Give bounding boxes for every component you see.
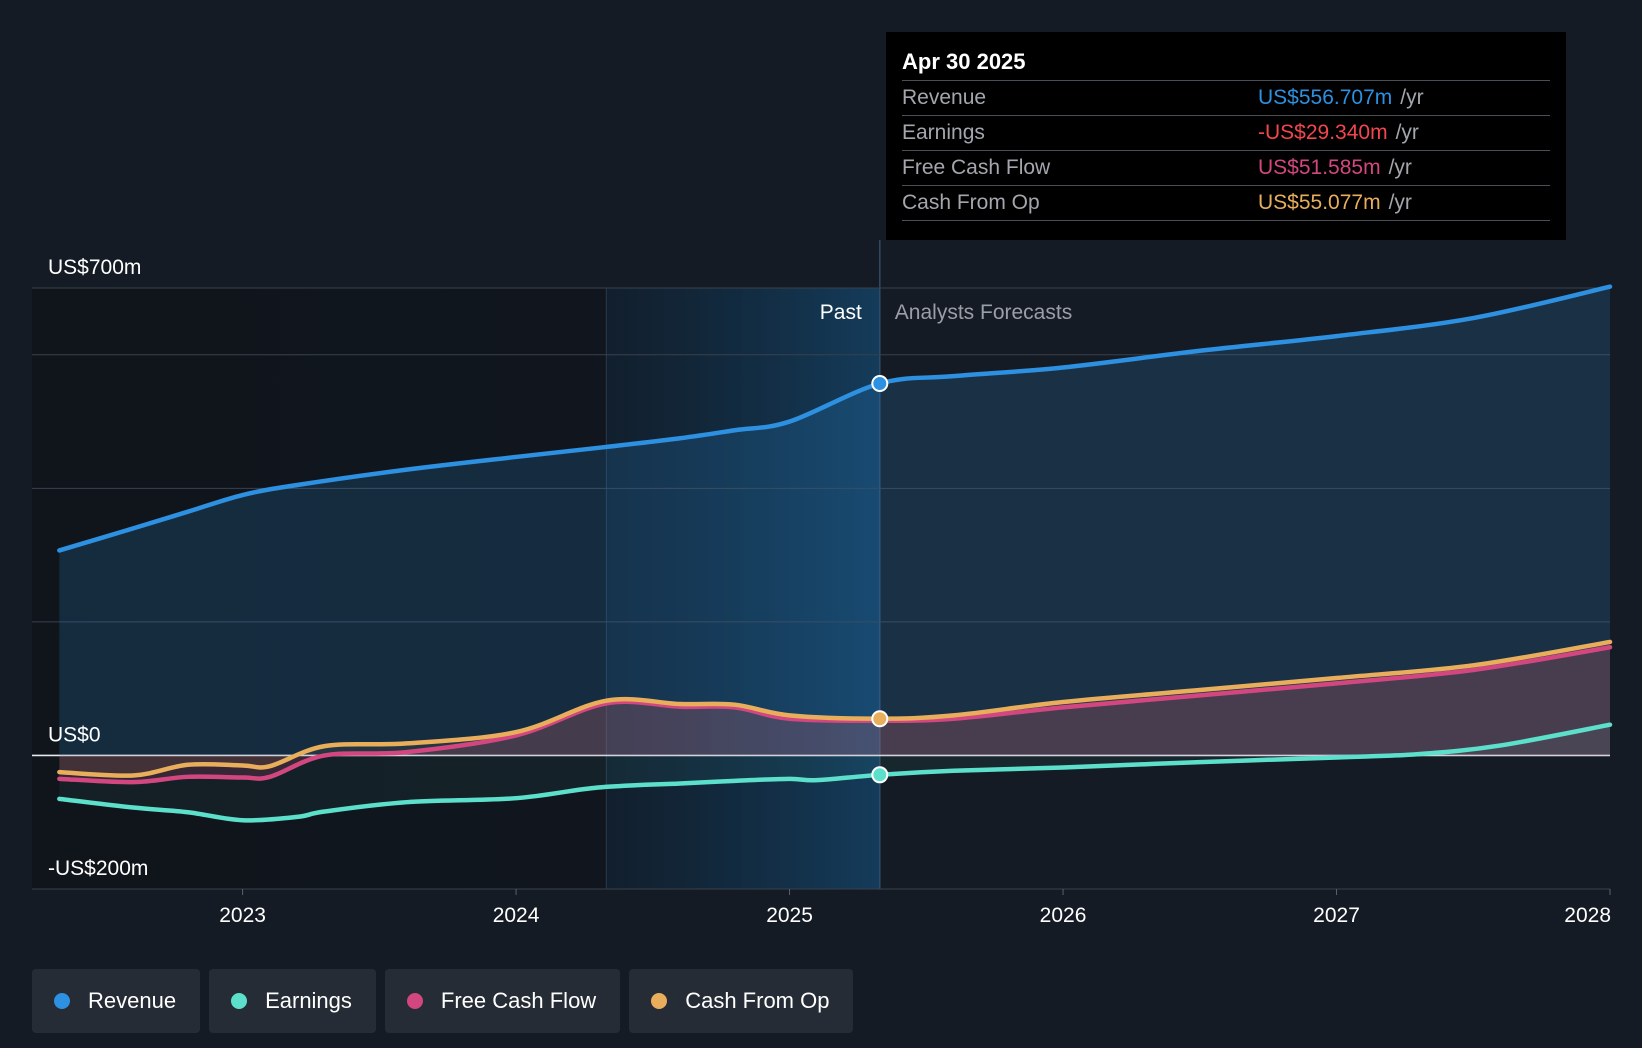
y-tick-label: US$0 (48, 723, 101, 746)
tooltip-unit: /yr (1388, 191, 1412, 214)
free-cash-flow-dot-icon (406, 993, 423, 1009)
revenue-area (59, 286, 1610, 756)
x-tick-label: 2023 (219, 904, 266, 927)
tooltip-row-revenue: Revenue US$556.707m /yr (902, 80, 1550, 115)
tooltip-value: US$55.077m (1258, 191, 1381, 214)
y-tick-label: -US$200m (48, 857, 148, 880)
cash-from-op-marker (871, 710, 889, 728)
x-tick-label: 2024 (493, 904, 540, 927)
tooltip-row-free-cash-flow: Free Cash Flow US$51.585m /yr (902, 150, 1550, 185)
legend-label: Earnings (265, 988, 352, 1013)
legend-label: Revenue (88, 988, 177, 1013)
tooltip-unit: /yr (1400, 86, 1424, 109)
legend-label: Cash From Op (685, 988, 830, 1013)
x-tick-label: 2028 (1564, 904, 1611, 927)
legend-item-free-cash-flow[interactable]: Free Cash Flow (384, 969, 621, 1033)
revenue-line (57, 284, 1613, 553)
legend-label: Free Cash Flow (440, 988, 597, 1013)
revenue-dot-icon (54, 993, 70, 1009)
tooltip-label: Earnings (902, 121, 985, 144)
tooltip-label: Revenue (902, 86, 987, 109)
tooltip-label: Free Cash Flow (902, 156, 1051, 179)
revenue-marker (871, 374, 889, 392)
legend-item-revenue[interactable]: Revenue (32, 969, 201, 1033)
legend-item-cash-from-op[interactable]: Cash From Op (629, 969, 854, 1033)
legend-item-earnings[interactable]: Earnings (209, 969, 376, 1033)
x-tick-label: 2025 (766, 904, 813, 927)
tooltip-unit: /yr (1395, 121, 1419, 144)
earnings-line (57, 722, 1613, 823)
cash-from-op-dot-icon (651, 993, 668, 1009)
tooltip-row-cash-from-op: Cash From Op US$55.077m /yr (902, 185, 1550, 221)
cash-from-op-line (57, 639, 1613, 778)
tooltip-unit: /yr (1388, 156, 1412, 179)
past-label: Past (820, 301, 862, 324)
tooltip-value: US$556.707m (1258, 86, 1393, 109)
forecast-label: Analysts Forecasts (895, 301, 1072, 324)
y-tick-label: US$700m (48, 256, 141, 279)
x-tick-label: 2026 (1040, 904, 1087, 927)
free-cash-flow-line (57, 645, 1613, 785)
legend: Revenue Earnings Free Cash Flow Cash Fro… (32, 969, 854, 1033)
x-tick-label: 2027 (1313, 904, 1360, 927)
tooltip-label: Cash From Op (902, 191, 1040, 214)
tooltip: Apr 30 2025 Revenue US$556.707m /yr Earn… (886, 32, 1566, 240)
earnings-dot-icon (231, 993, 248, 1009)
tooltip-value: US$51.585m (1258, 156, 1381, 179)
tooltip-value: -US$29.340m (1258, 121, 1388, 144)
highlight-band (606, 288, 880, 889)
earnings-area (59, 724, 1610, 821)
tooltip-date: Apr 30 2025 (902, 49, 1026, 74)
tooltip-row-earnings: Earnings -US$29.340m /yr (902, 115, 1550, 150)
earnings-marker (871, 766, 889, 784)
